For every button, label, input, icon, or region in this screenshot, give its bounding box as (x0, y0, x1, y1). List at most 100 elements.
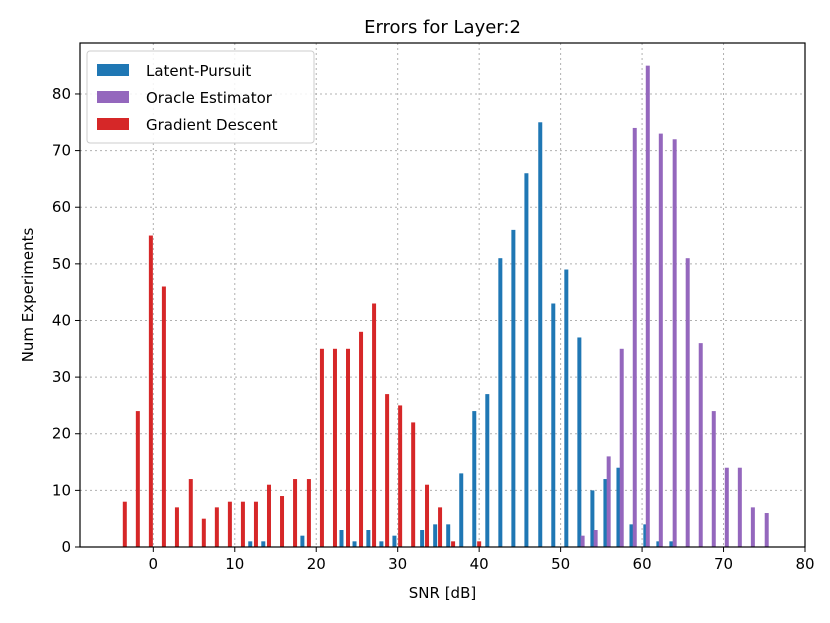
bar (188, 479, 193, 547)
chart-title: Errors for Layer:2 (364, 17, 521, 38)
bar (352, 541, 357, 547)
bar (366, 530, 371, 547)
bar (372, 303, 377, 547)
x-tick-label: 10 (225, 555, 244, 573)
bar (629, 524, 634, 547)
plot-frame (79, 42, 806, 548)
bar (698, 343, 703, 547)
series-0 (248, 122, 674, 548)
bar (590, 490, 595, 547)
bar (580, 535, 585, 547)
legend-swatch (97, 91, 129, 103)
legend-items: Latent-Pursuit Oracle Estimator Gradient D… (97, 62, 278, 134)
bar (764, 513, 769, 547)
x-tick-label: 20 (307, 555, 326, 573)
legend: Latent-Pursuit Oracle Estimator Gradient D… (86, 50, 315, 144)
bar (658, 133, 663, 547)
bar (672, 139, 677, 548)
bar (538, 122, 543, 548)
bar (645, 65, 650, 548)
bar (240, 501, 245, 547)
bar (593, 530, 598, 547)
bar (750, 507, 755, 547)
bar (332, 348, 337, 547)
bar (656, 541, 661, 547)
bar (174, 507, 179, 547)
x-tick-label: 60 (633, 555, 652, 573)
bar (201, 518, 206, 547)
y-tick-label: 50 (52, 255, 71, 273)
bar (606, 456, 611, 547)
y-tick-label: 60 (52, 198, 71, 216)
x-tick-label: 30 (388, 555, 407, 573)
legend-label: Latent-Pursuit (146, 62, 251, 80)
bar (669, 541, 674, 547)
ticks: 0 10 20 30 40 50 60 70 80 0 10 20 30 40 50 60 70 80 (52, 85, 815, 573)
y-tick-label: 0 (61, 538, 71, 556)
bar (438, 507, 443, 547)
bar (737, 467, 742, 547)
y-tick-label: 30 (52, 368, 71, 386)
bar (398, 405, 403, 547)
x-tick-label: 70 (714, 555, 733, 573)
bar (392, 535, 397, 547)
bar (711, 411, 716, 547)
bar (498, 258, 503, 547)
bar (385, 394, 390, 547)
bar (472, 411, 477, 547)
bar (485, 394, 490, 547)
bar (616, 467, 621, 547)
y-tick-label: 70 (52, 142, 71, 160)
bar (379, 541, 384, 547)
x-tick-label: 50 (551, 555, 570, 573)
bar (724, 467, 729, 547)
x-axis-label: SNR [dB] (409, 584, 476, 602)
legend-box (86, 50, 315, 144)
bar (227, 501, 232, 547)
y-tick-label: 80 (52, 85, 71, 103)
bar (122, 501, 127, 547)
bar (577, 337, 582, 547)
bar (446, 524, 451, 547)
bar (420, 530, 425, 547)
bar (477, 541, 482, 547)
legend-swatch (97, 64, 129, 76)
bar (248, 541, 253, 547)
bar (551, 303, 556, 547)
bar (306, 479, 311, 547)
bar (425, 484, 430, 547)
bar (411, 422, 416, 547)
x-tick-label: 80 (795, 555, 814, 573)
bar (161, 286, 166, 547)
series-2 (122, 235, 482, 548)
bar (632, 127, 637, 547)
bar (685, 258, 690, 547)
y-axis-label: Num Experiments (19, 228, 37, 363)
legend-label: Gradient Descent (146, 116, 278, 134)
bar (451, 541, 456, 547)
bar (433, 524, 438, 547)
bar (459, 473, 464, 547)
bar (603, 479, 608, 547)
bar (643, 524, 648, 547)
bar (280, 496, 285, 547)
legend-swatch (97, 118, 129, 130)
y-tick-label: 20 (52, 425, 71, 443)
bar (524, 173, 529, 547)
bar (148, 235, 153, 548)
bar (293, 479, 298, 547)
bar (261, 541, 266, 547)
bar (619, 348, 624, 547)
bar (511, 229, 516, 547)
bar (253, 501, 258, 547)
bar (266, 484, 271, 547)
legend-label: Oracle Estimator (146, 89, 273, 107)
bar (135, 411, 140, 547)
bar (359, 331, 364, 547)
bar (346, 348, 351, 547)
series-1 (580, 65, 769, 548)
bar (300, 535, 305, 547)
y-tick-label: 40 (52, 311, 71, 329)
x-tick-label: 0 (149, 555, 159, 573)
